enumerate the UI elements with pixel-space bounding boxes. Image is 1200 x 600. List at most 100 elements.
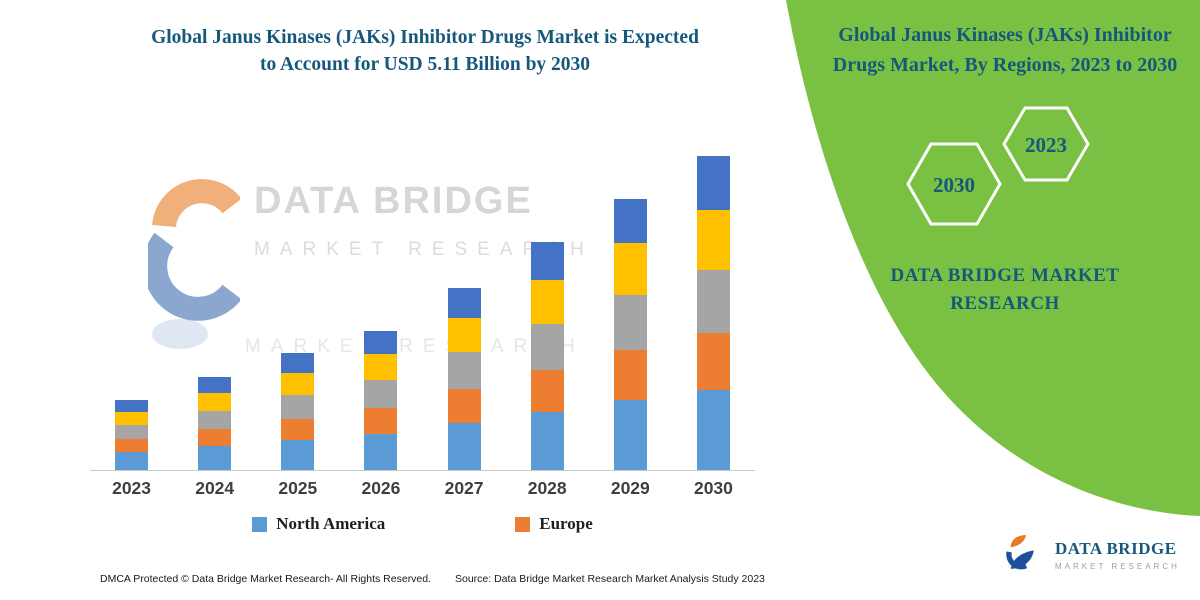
bar-segment-unlabeled-dark-blue- — [447, 288, 481, 318]
bar-segment-north-america — [613, 400, 647, 470]
legend-item-europe: Europe — [515, 514, 593, 534]
data-bridge-logo-icon — [1006, 535, 1034, 570]
bar-segment-north-america — [530, 412, 564, 470]
bar-segment-unlabeled-gray- — [281, 395, 315, 419]
stacked-bar-2024 — [198, 377, 232, 470]
brand-text: DATA BRIDGE MARKET RESEARCH — [890, 265, 1120, 314]
chart-title: Global Janus Kinases (JAKs) Inhibitor Dr… — [85, 24, 765, 79]
bar-segment-north-america — [696, 390, 730, 470]
bar-segment-unlabeled-yellow- — [530, 280, 564, 324]
footer-source: Source: Data Bridge Market Research Mark… — [455, 573, 765, 585]
logo-texts: DATA BRIDGE MARKET RESEARCH — [1055, 539, 1180, 571]
bar-segment-unlabeled-dark-blue- — [115, 400, 149, 412]
bar-segment-unlabeled-yellow- — [696, 210, 730, 270]
x-axis-label-2028: 2028 — [527, 478, 567, 498]
stacked-bar-2029 — [613, 199, 647, 470]
bar-segment-europe — [696, 333, 730, 390]
bar-column-2030 — [672, 150, 755, 470]
bar-column-2028 — [506, 150, 589, 470]
bar-segment-north-america — [115, 452, 149, 470]
x-axis: 2023 2024 2025 2026 2027 2028 2029 2030 — [90, 478, 755, 499]
bar-segment-europe — [281, 419, 315, 440]
watermark-faint-line: MARKET RESEARCH — [245, 336, 585, 357]
legend-swatch — [515, 516, 531, 532]
bar-segment-unlabeled-yellow- — [115, 412, 149, 425]
bar-segment-unlabeled-dark-blue- — [364, 331, 398, 354]
bar-segment-europe — [613, 350, 647, 400]
chart-legend: North America Europe — [90, 514, 755, 534]
bar-segment-unlabeled-gray- — [115, 425, 149, 439]
bar-column-2026 — [339, 150, 422, 470]
watermark: DATA BRIDGE MARKET RESEARCH — [148, 168, 594, 364]
hexagon-2023 — [1002, 106, 1090, 182]
watermark-text: DATA BRIDGE MARKET RESEARCH — [254, 180, 594, 261]
bar-column-2025 — [256, 150, 339, 470]
bar-column-2023 — [90, 150, 173, 470]
legend-label: Europe — [539, 514, 593, 533]
logo-name: DATA BRIDGE — [1055, 539, 1177, 558]
stacked-bar-2023 — [115, 400, 149, 470]
watermark-line2: MARKET RESEARCH — [254, 239, 594, 260]
bar-column-2027 — [423, 150, 506, 470]
x-axis-label-2026: 2026 — [361, 478, 401, 498]
bar-segment-europe — [115, 439, 149, 452]
bar-segment-unlabeled-yellow- — [447, 318, 481, 352]
bar-segment-unlabeled-gray- — [364, 380, 398, 408]
x-axis-label-2025: 2025 — [278, 478, 318, 498]
bar-segment-europe — [364, 408, 398, 434]
hexagons-graphic: 2030 2023 — [906, 106, 1090, 226]
chart-title-line2: to Account for USD 5.11 Billion by 2030 — [259, 54, 591, 76]
stacked-bar-2025 — [281, 353, 315, 470]
stacked-bar-2026 — [364, 331, 398, 470]
bar-segment-unlabeled-gray- — [530, 324, 564, 370]
plot-area — [90, 150, 755, 471]
hexagon-year-right: 2023 — [1025, 133, 1067, 157]
bar-segment-unlabeled-gray- — [447, 352, 481, 389]
x-axis-label-2023: 2023 — [112, 478, 152, 498]
bar-segment-unlabeled-dark-blue- — [530, 242, 564, 280]
legend-swatch — [252, 516, 268, 532]
stacked-bar-2027 — [447, 288, 481, 470]
x-axis-label-2027: 2027 — [444, 478, 484, 498]
bar-segment-unlabeled-dark-blue- — [696, 156, 730, 210]
x-axis-label-2024: 2024 — [195, 478, 235, 498]
watermark-line1: DATA BRIDGE — [254, 180, 533, 222]
bar-column-2024 — [173, 150, 256, 470]
hexagon-2030 — [906, 142, 1002, 226]
hexagon-year-left: 2030 — [933, 173, 975, 197]
bar-segment-unlabeled-gray- — [696, 270, 730, 333]
bar-segment-europe — [530, 370, 564, 412]
legend-item-north-america: North America — [252, 514, 385, 534]
bar-chart: 2023 2024 2025 2026 2027 2028 2029 2030 North A… — [90, 150, 755, 534]
chart-title-line1: Global Janus Kinases (JAKs) Inhibitor Dr… — [151, 27, 699, 48]
x-axis-label-2030: 2030 — [693, 478, 733, 498]
bar-segment-unlabeled-dark-blue- — [281, 353, 315, 373]
bar-segment-unlabeled-yellow- — [364, 354, 398, 380]
bar-segment-north-america — [198, 446, 232, 470]
x-axis-label-2029: 2029 — [610, 478, 650, 498]
data-bridge-logo-watermark — [148, 179, 240, 349]
bar-segment-europe — [447, 389, 481, 423]
bar-segment-unlabeled-dark-blue- — [613, 199, 647, 243]
data-bridge-logo: DATA BRIDGE MARKET RESEARCH — [1000, 531, 1180, 579]
bar-segment-europe — [198, 429, 232, 446]
right-panel-title: Global Janus Kinases (JAKs) Inhibitor Dr… — [832, 24, 1178, 76]
bar-segment-north-america — [281, 440, 315, 470]
legend-label: North America — [276, 514, 386, 533]
stacked-bar-2028 — [530, 242, 564, 470]
bar-column-2029 — [589, 150, 672, 470]
bar-segment-unlabeled-yellow- — [613, 243, 647, 295]
logo-tagline: MARKET RESEARCH — [1055, 562, 1180, 571]
right-panel: Global Janus Kinases (JAKs) Inhibitor Dr… — [820, 0, 1190, 317]
stacked-bar-2030 — [696, 156, 730, 470]
bar-segment-unlabeled-gray- — [613, 295, 647, 350]
bar-segment-unlabeled-dark-blue- — [198, 377, 232, 393]
bar-segment-north-america — [447, 423, 481, 470]
bar-segment-unlabeled-yellow- — [198, 393, 232, 411]
footer-dmca: DMCA Protected © Data Bridge Market Rese… — [100, 573, 432, 585]
bar-segment-north-america — [364, 434, 398, 470]
bar-segment-unlabeled-gray- — [198, 411, 232, 429]
bar-segment-unlabeled-yellow- — [281, 373, 315, 395]
